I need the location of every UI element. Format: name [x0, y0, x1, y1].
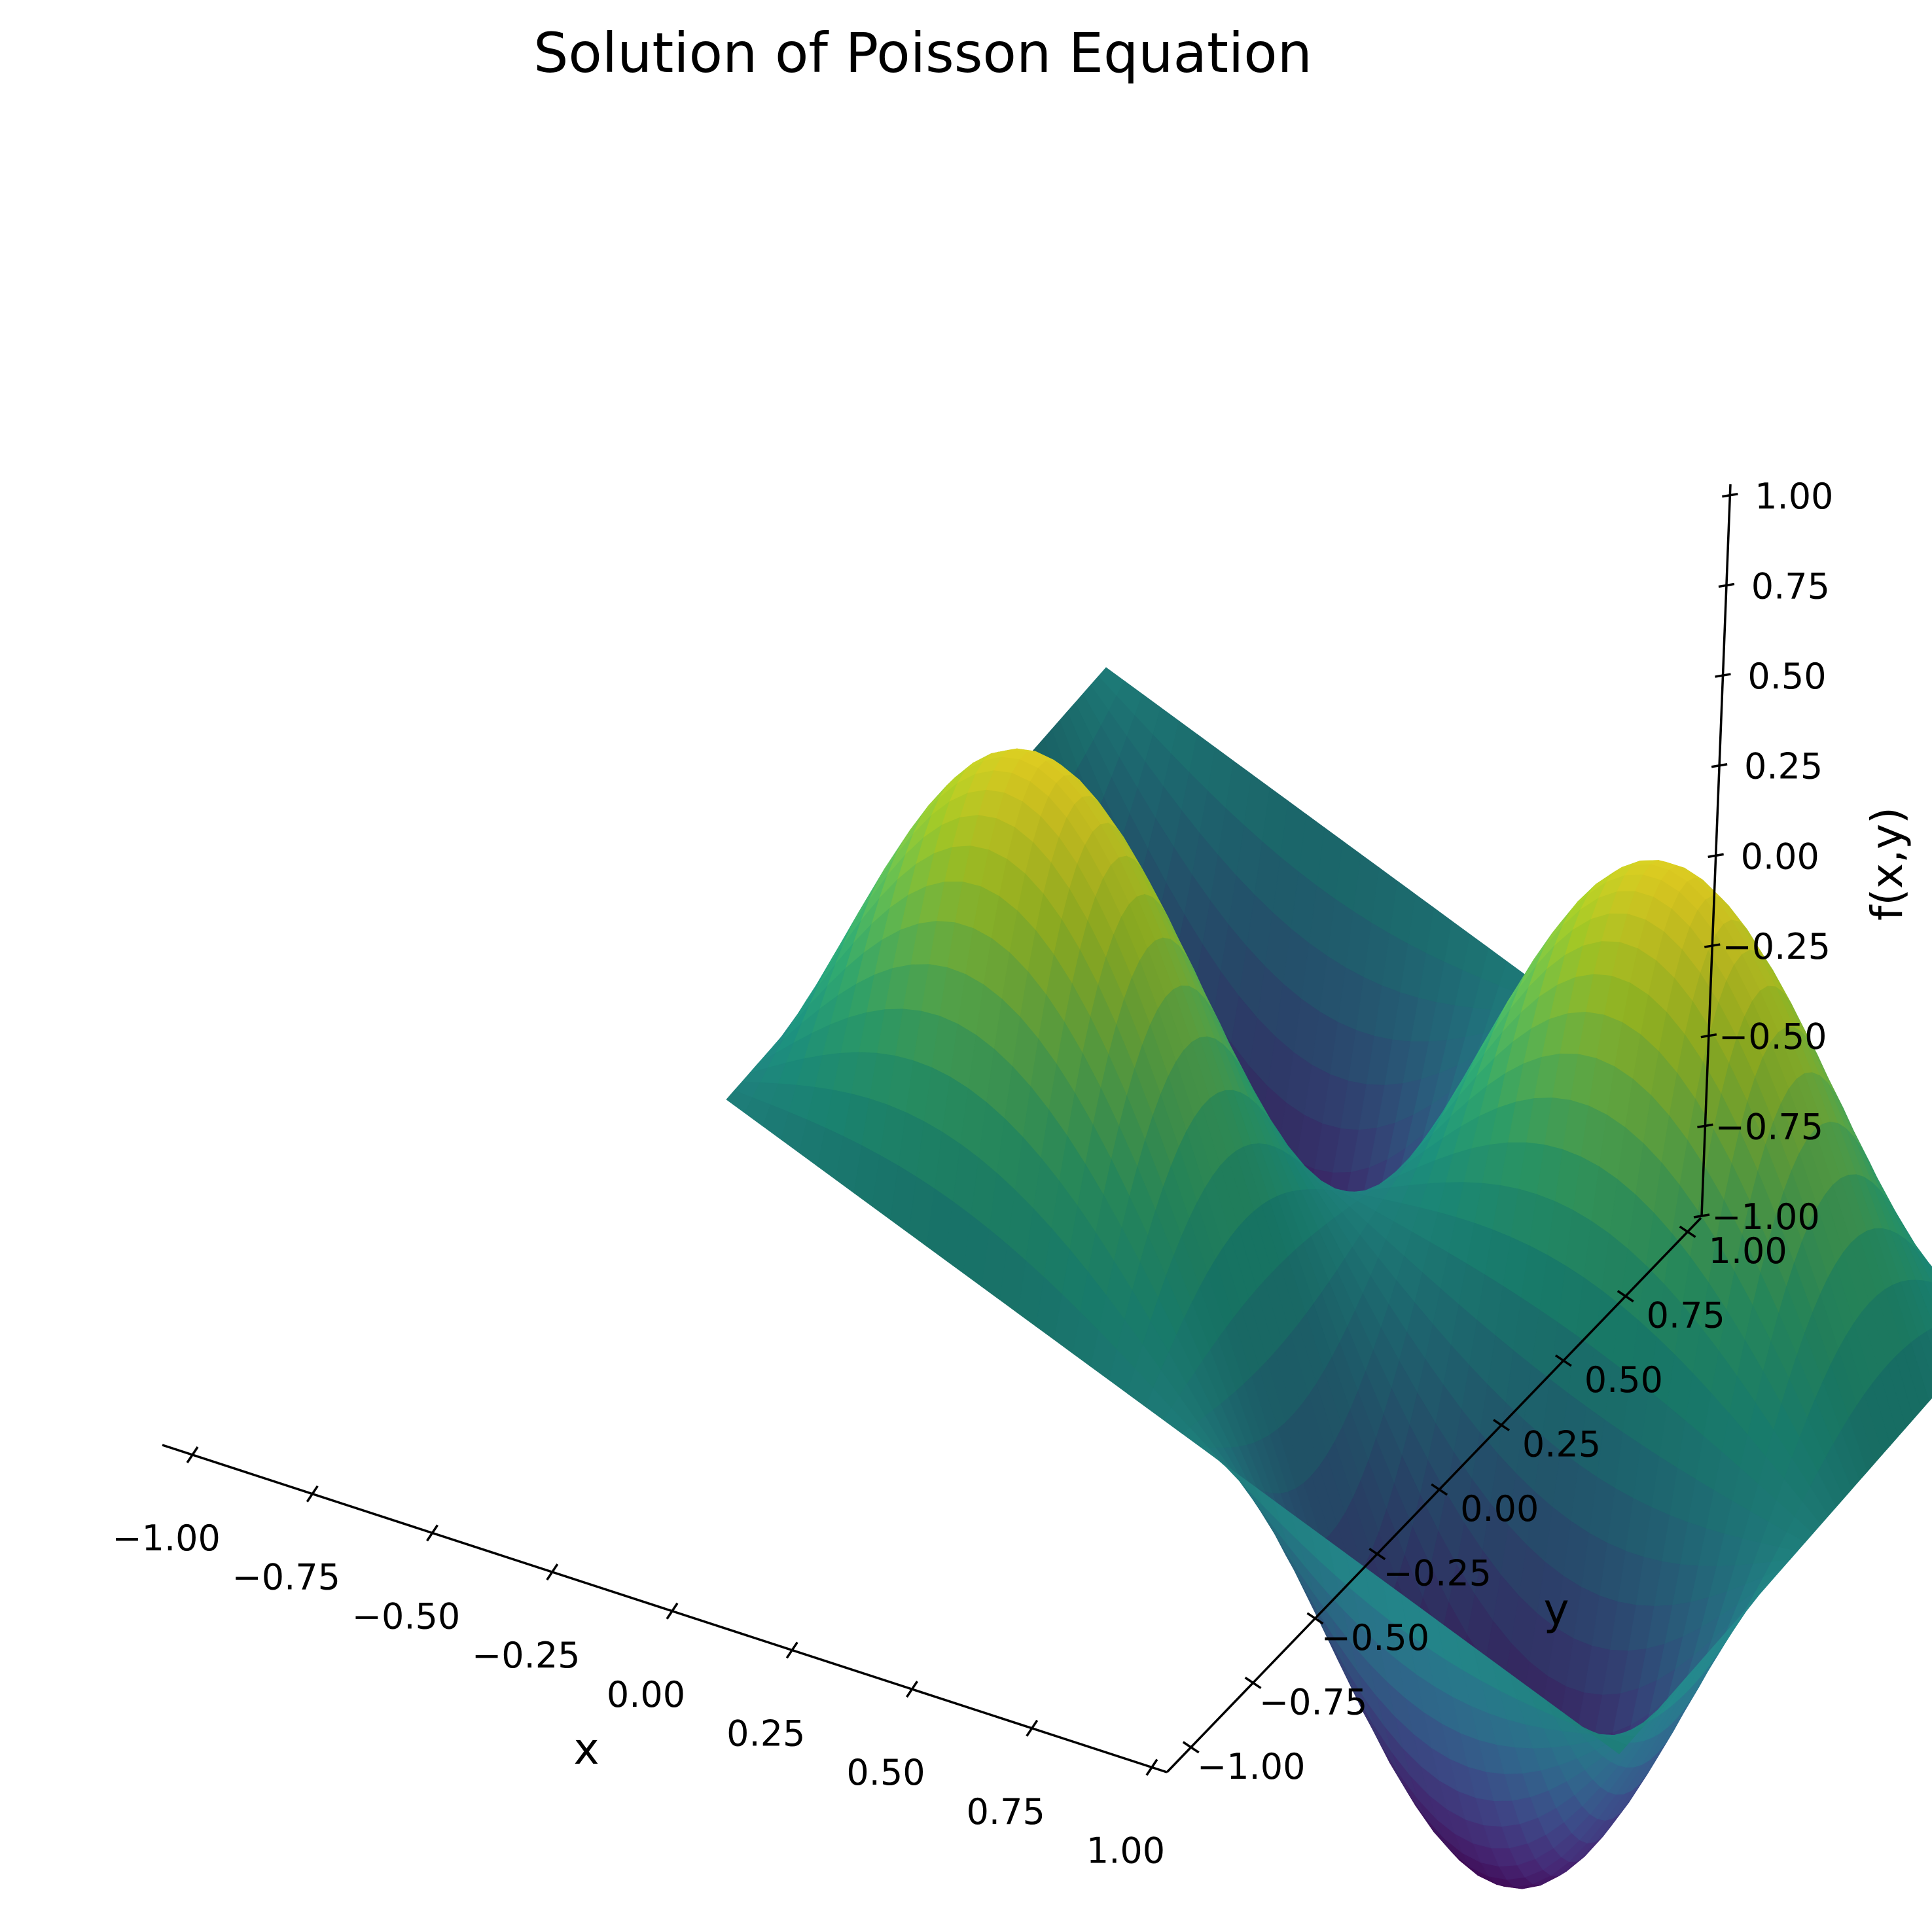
- z-axis-tick-label: 0.00: [1741, 836, 1819, 877]
- z-axis-tick: [1697, 1123, 1713, 1129]
- y-axis-tick-label: −0.25: [1384, 1553, 1492, 1594]
- x-axis-tick-label: 0.75: [967, 1791, 1045, 1832]
- y-axis-tick: [1431, 1483, 1448, 1496]
- z-axis-tick-label: 0.75: [1751, 565, 1830, 607]
- z-axis-tick: [1718, 582, 1735, 588]
- x-axis-tick: [426, 1524, 438, 1542]
- y-axis-tick-label: −1.00: [1197, 1746, 1305, 1787]
- y-axis-tick: [1617, 1290, 1634, 1303]
- y-axis-tick: [1493, 1419, 1510, 1432]
- y-axis-tick: [1554, 1354, 1572, 1367]
- x-axis-tick-label: 1.00: [1086, 1830, 1165, 1872]
- z-axis-label: f(x,y): [1862, 807, 1912, 921]
- y-axis-tick-label: −0.75: [1259, 1681, 1367, 1722]
- z-axis-tick: [1711, 763, 1728, 768]
- x-axis-tick: [785, 1641, 798, 1659]
- y-axis-label: y: [1543, 1584, 1569, 1635]
- z-axis-tick-label: −0.50: [1719, 1016, 1827, 1058]
- x-axis-tick-label: −0.75: [232, 1557, 340, 1598]
- x-axis-tick: [1145, 1758, 1158, 1776]
- y-axis-tick-label: 1.00: [1708, 1230, 1787, 1272]
- x-axis-tick-label: 0.50: [846, 1752, 925, 1793]
- axes: −1.00 −0.75 −0.50 −0.25 0.00 0.25 0.50 0.75 1.00…: [112, 476, 1833, 1872]
- surface-plot: [726, 667, 1932, 1889]
- x-axis-line: [162, 1444, 1168, 1774]
- z-axis-tick: [1722, 493, 1738, 498]
- z-axis-line: [1700, 484, 1732, 1217]
- x-axis-tick: [546, 1563, 559, 1581]
- x-axis-tick: [306, 1485, 319, 1503]
- y-axis-tick: [1182, 1741, 1200, 1754]
- x-axis-tick: [906, 1681, 918, 1698]
- x-axis-ticks: −1.00 −0.75 −0.50 −0.25 0.00 0.25 0.50 0.75 1.00: [112, 1446, 1165, 1872]
- chart-title: Solution of Poisson Equation: [533, 21, 1312, 85]
- y-axis-tick: [1679, 1225, 1696, 1238]
- z-axis-tick-label: −1.00: [1711, 1196, 1819, 1238]
- x-axis-tick-label: 0.00: [607, 1674, 685, 1715]
- x-axis-tick: [666, 1602, 679, 1620]
- y-axis-tick-label: 0.25: [1522, 1424, 1601, 1465]
- z-axis-ticks: −1.00 −0.75 −0.50 −0.25 0.00 0.25 0.50 0.75 1.00: [1693, 476, 1833, 1238]
- z-axis-tick: [1693, 1213, 1710, 1219]
- y-axis-tick: [1306, 1612, 1324, 1625]
- x-axis-label: x: [573, 1724, 599, 1774]
- y-axis-tick: [1368, 1548, 1386, 1560]
- z-axis-tick-label: 0.50: [1747, 656, 1826, 697]
- x-axis-tick-label: 0.25: [726, 1713, 805, 1754]
- surface-patch: [1925, 1328, 1932, 1349]
- y-axis-tick-label: 0.00: [1460, 1488, 1539, 1529]
- z-axis-tick: [1700, 1033, 1717, 1039]
- z-axis-tick-label: −0.25: [1723, 926, 1831, 967]
- x-axis-tick-label: −1.00: [112, 1518, 220, 1559]
- y-axis-ticks: −1.00 −0.75 −0.50 −0.25 0.00 0.25 0.50 0.75 1.00: [1182, 1225, 1787, 1787]
- y-axis-tick-label: 0.75: [1647, 1295, 1725, 1336]
- z-axis-tick-label: 1.00: [1755, 476, 1833, 517]
- z-axis-tick: [1715, 673, 1731, 678]
- y-axis-line: [1166, 1217, 1702, 1774]
- z-axis-tick-label: 0.25: [1744, 746, 1823, 787]
- y-axis-tick: [1244, 1676, 1262, 1689]
- z-axis-tick-label: −0.75: [1715, 1106, 1823, 1147]
- surface-patch: [1600, 1738, 1628, 1755]
- x-axis-tick: [1026, 1719, 1039, 1737]
- x-axis-tick-label: −0.25: [472, 1635, 580, 1676]
- y-axis-tick-label: 0.50: [1584, 1359, 1663, 1401]
- x-axis-tick: [186, 1446, 199, 1463]
- y-axis-tick-label: −0.50: [1321, 1617, 1429, 1658]
- z-axis-tick: [1704, 943, 1721, 948]
- x-axis-tick-label: −0.50: [352, 1596, 460, 1637]
- z-axis-tick: [1708, 853, 1724, 859]
